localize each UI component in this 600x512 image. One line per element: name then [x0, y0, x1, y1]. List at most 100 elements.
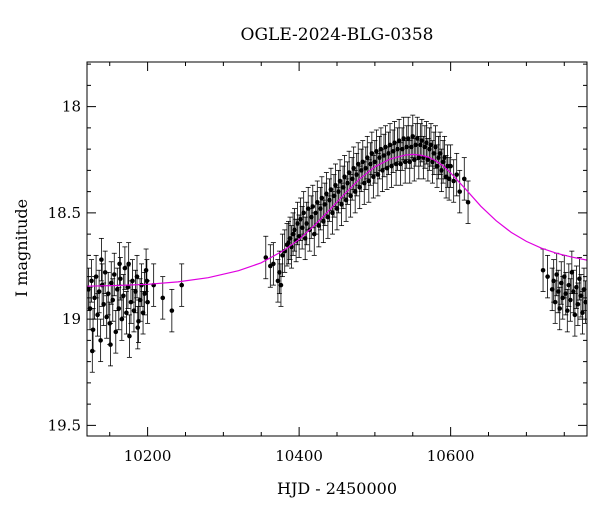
data-point	[425, 157, 431, 163]
data-point	[571, 289, 576, 294]
data-point	[369, 151, 375, 156]
data-point	[402, 159, 408, 165]
data-point	[442, 155, 447, 160]
data-point	[366, 178, 372, 184]
data-point	[330, 210, 335, 216]
data-point	[422, 144, 428, 150]
data-point	[125, 284, 131, 290]
data-point	[116, 306, 122, 311]
data-point	[118, 276, 123, 282]
data-point	[121, 293, 126, 299]
data-point	[404, 144, 409, 150]
data-point	[130, 278, 135, 284]
x-tick-label: 10600	[427, 447, 475, 465]
data-point	[142, 291, 147, 296]
data-point	[105, 291, 111, 296]
data-point	[578, 293, 584, 299]
data-point	[545, 274, 550, 279]
data-point	[99, 257, 104, 262]
data-point	[128, 299, 134, 305]
data-point	[311, 231, 317, 237]
data-point	[392, 140, 397, 146]
data-point	[286, 240, 291, 245]
data-point	[454, 172, 459, 177]
data-point	[122, 265, 128, 271]
data-point	[113, 329, 119, 335]
data-point	[434, 163, 440, 169]
x-axis-label: HJD - 2450000	[277, 479, 397, 498]
data-point	[278, 282, 284, 288]
data-point	[293, 238, 299, 243]
data-point	[357, 185, 363, 190]
data-point	[144, 278, 150, 284]
data-point	[160, 295, 166, 301]
data-point	[431, 151, 437, 156]
data-point	[98, 338, 103, 343]
data-point	[96, 289, 102, 294]
data-point	[351, 165, 356, 171]
data-point	[107, 321, 113, 326]
data-point	[308, 214, 314, 220]
data-point	[566, 282, 572, 288]
data-point	[390, 148, 396, 154]
data-point	[336, 189, 341, 194]
data-point	[558, 280, 564, 286]
data-point	[555, 289, 561, 294]
data-point	[457, 189, 463, 194]
x-tick-label: 10400	[275, 447, 323, 465]
y-tick-label: 19	[62, 310, 81, 328]
chart-title: OGLE-2024-BLG-0358	[241, 25, 434, 45]
data-point	[280, 253, 285, 258]
data-point	[408, 144, 414, 150]
data-point	[90, 348, 95, 354]
data-point	[352, 189, 358, 194]
data-point	[575, 301, 581, 307]
data-point	[296, 233, 302, 239]
data-point	[301, 210, 306, 216]
data-point	[131, 308, 137, 313]
data-point	[292, 227, 297, 233]
data-point	[461, 176, 467, 182]
y-tick-label: 18	[62, 98, 81, 116]
data-point	[321, 219, 326, 224]
data-point	[108, 342, 113, 347]
data-point	[405, 136, 411, 141]
data-point	[316, 223, 322, 228]
data-point	[561, 274, 567, 279]
data-point	[368, 161, 373, 167]
data-point	[395, 146, 400, 152]
data-point	[115, 287, 120, 292]
data-point	[263, 255, 269, 260]
data-point	[433, 144, 438, 150]
data-point	[410, 134, 416, 139]
data-point	[110, 297, 116, 303]
data-point	[416, 155, 422, 160]
data-point	[92, 295, 97, 301]
data-point	[135, 325, 141, 330]
data-point	[333, 182, 338, 188]
data-point	[407, 159, 413, 165]
data-point	[87, 306, 93, 311]
data-point	[415, 136, 420, 141]
data-point	[342, 174, 347, 180]
data-point	[104, 314, 109, 320]
data-point	[398, 161, 403, 167]
data-point	[568, 297, 573, 303]
data-point	[465, 199, 471, 205]
data-point	[354, 172, 359, 177]
data-point	[557, 306, 563, 311]
data-point	[315, 199, 320, 205]
data-point	[581, 287, 587, 292]
data-point	[313, 210, 319, 216]
data-point	[108, 280, 114, 286]
data-point	[117, 261, 122, 267]
data-point	[428, 142, 434, 148]
data-point	[346, 170, 352, 175]
data-point	[298, 216, 303, 222]
data-point	[440, 159, 446, 165]
data-point	[372, 159, 378, 165]
data-point	[360, 159, 366, 165]
data-point	[334, 206, 340, 211]
data-point	[363, 165, 369, 171]
